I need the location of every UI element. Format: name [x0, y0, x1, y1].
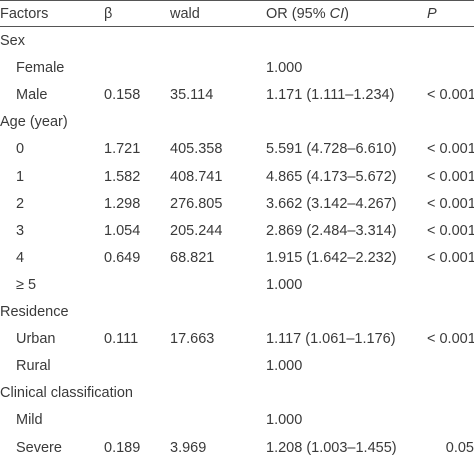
cell-beta: 0.111: [104, 331, 139, 348]
table-row: Urban 0.111 17.663 1.117 (1.061–1.176) < 0.0…: [0, 328, 474, 350]
cell-or: 1.171 (1.111–1.234): [266, 87, 395, 104]
table-row: ≥ 5 1.000: [0, 274, 474, 296]
cell-wald: 405.358: [170, 141, 223, 158]
table-row: Sex: [0, 30, 474, 52]
cell-beta: 0.649: [104, 249, 141, 266]
table-header-rule: [0, 26, 474, 27]
cell-beta: 1.582: [104, 168, 141, 185]
cell-or: 1.208 (1.003–1.455): [266, 439, 397, 456]
cell-p: < 0.001: [427, 87, 474, 104]
header-factors: Factors: [0, 6, 49, 22]
cell-factor: Female: [16, 60, 65, 77]
cell-beta: 1.298: [104, 195, 141, 212]
cell-factor: Urban: [16, 331, 56, 348]
cell-or: 4.865 (4.173–5.672): [266, 168, 397, 185]
cell-factor: 4: [16, 249, 25, 266]
cell-factor: 1: [16, 168, 25, 185]
table-row: 2 1.298 276.805 3.662 (3.142–4.267) < 0.001: [0, 193, 474, 215]
cell-wald: 205.244: [170, 222, 223, 239]
cell-or: 1.117 (1.061–1.176): [266, 331, 396, 348]
cell-beta: 1.721: [104, 141, 141, 158]
table-row: Mild 1.000: [0, 409, 474, 431]
cell-p: < 0.001: [427, 331, 474, 348]
header-or-suffix: ): [344, 6, 350, 22]
table-header-row: Factors β wald OR (95% CI) P: [0, 3, 474, 25]
cell-beta: 1.054: [104, 222, 141, 239]
header-wald: wald: [170, 6, 200, 22]
table-row: Male 0.158 35.114 1.171 (1.111–1.234) < 0.00…: [0, 84, 474, 106]
table-row: 0 1.721 405.358 5.591 (4.728–6.610) < 0.001: [0, 138, 474, 160]
cell-wald: 3.969: [170, 439, 207, 456]
cell-factor: Residence: [0, 304, 69, 320]
table-row: Female 1.000: [0, 57, 474, 79]
cell-factor: Severe: [16, 439, 62, 456]
table-row: Age (year): [0, 111, 474, 133]
cell-wald: 35.114: [170, 87, 214, 104]
cell-p: < 0.001: [427, 141, 474, 158]
cell-factor: 3: [16, 222, 25, 239]
header-or: OR (95% CI): [266, 3, 349, 25]
cell-p: < 0.001: [427, 195, 474, 212]
cell-or: 1.000: [266, 60, 303, 77]
cell-wald: 408.741: [170, 168, 223, 185]
header-p: P: [427, 6, 437, 22]
table-row: Residence: [0, 301, 474, 323]
cell-wald: 17.663: [170, 331, 215, 348]
cell-p: < 0.001: [427, 168, 474, 185]
cell-or: 1.915 (1.642–2.232): [266, 249, 397, 266]
cell-factor: Sex: [0, 33, 25, 49]
table-top-rule: [0, 0, 474, 1]
cell-factor: Mild: [16, 412, 43, 429]
cell-wald: 276.805: [170, 195, 223, 212]
cell-wald: 68.821: [170, 249, 215, 266]
cell-or: 2.869 (2.484–3.314): [266, 222, 397, 239]
header-or-ci: CI: [329, 6, 345, 22]
table-row: 1 1.582 408.741 4.865 (4.173–5.672) < 0.001: [0, 166, 474, 188]
table-row: 3 1.054 205.244 2.869 (2.484–3.314) < 0.001: [0, 220, 474, 242]
table-row: Severe 0.189 3.969 1.208 (1.003–1.455) 0.05: [0, 437, 474, 459]
table-row: Clinical classification: [0, 382, 474, 404]
cell-p: < 0.001: [427, 249, 474, 266]
header-beta: β: [104, 6, 113, 22]
cell-factor: 2: [16, 195, 25, 212]
cell-or: 1.000: [266, 412, 303, 429]
cell-beta: 0.158: [104, 87, 141, 104]
table-row: 4 0.649 68.821 1.915 (1.642–2.232) < 0.001: [0, 247, 474, 269]
cell-factor: Male: [16, 87, 48, 104]
cell-factor: Age (year): [0, 114, 68, 131]
cell-p: 0.05: [445, 439, 474, 456]
cell-factor: Clinical classification: [0, 385, 133, 402]
table-row: Rural 1.000: [0, 355, 474, 377]
cell-or: 1.000: [266, 358, 303, 375]
cell-factor: Rural: [16, 358, 51, 375]
cell-beta: 0.189: [104, 439, 141, 456]
cell-factor: ≥ 5: [16, 276, 37, 293]
cell-factor: 0: [16, 141, 25, 158]
cell-or: 3.662 (3.142–4.267): [266, 195, 397, 212]
cell-p: < 0.001: [427, 222, 474, 239]
cell-or: 1.000: [266, 276, 303, 293]
cell-or: 5.591 (4.728–6.610): [266, 141, 397, 158]
header-or-prefix: OR (95%: [266, 6, 330, 22]
